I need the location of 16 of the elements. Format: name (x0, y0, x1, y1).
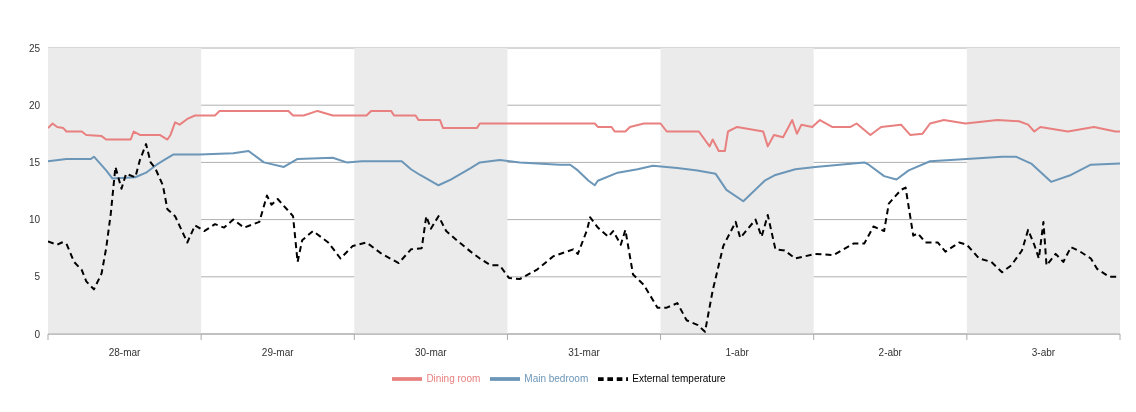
x-tick-label: 3-abr (1031, 347, 1056, 358)
y-tick-label: 20 (28, 99, 41, 111)
legend-label: Main bedroom (524, 372, 589, 384)
y-tick-label: 15 (28, 156, 41, 168)
x-tick-label: 2-abr (878, 347, 903, 358)
y-tick-label: 10 (28, 214, 41, 226)
x-tick-label: 29-mar (261, 347, 295, 358)
y-tick-label: 5 (34, 271, 41, 283)
y-tick-label: 0 (34, 328, 41, 340)
x-tick-label: 1-abr (725, 347, 750, 358)
x-tick-label: 31-mar (568, 347, 601, 358)
y-tick-label: 25 (28, 42, 41, 54)
x-tick-label: 28-mar (108, 347, 142, 358)
legend-label: External temperature (632, 372, 726, 384)
legend-label: Dining room (426, 372, 481, 384)
x-tick-label: 30-mar (415, 347, 448, 358)
